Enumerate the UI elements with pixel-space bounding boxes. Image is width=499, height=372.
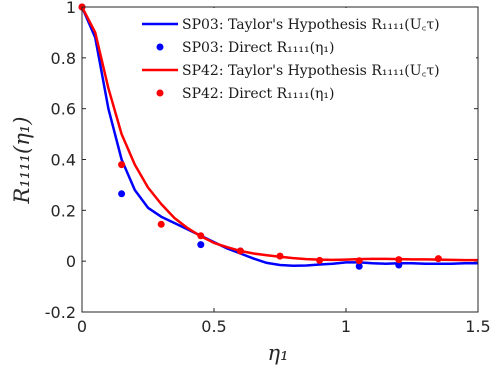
y-tick-label: 0.6 [51,100,76,119]
axis-ticks: 0 0.5 1 1.5-0.200.20.40.60.81 [45,0,491,336]
y-tick-label: -0.2 [45,303,76,322]
series-point-1 [118,190,126,198]
legend-marker-sp42 [156,89,164,97]
legend-label-sp03-direct: SP03: Direct R₁₁₁₁(η₁) [182,40,335,56]
plot-series [78,3,478,270]
y-tick-label: 0 [66,252,76,271]
series-point-3 [197,232,205,240]
series-point-3 [276,252,284,260]
series-point-3 [395,256,403,264]
x-tick-label: 1 [341,317,351,336]
y-axis-label: R₁₁₁₁(η₁) [10,117,34,205]
series-point-3 [157,220,165,228]
y-tick-label: 0.4 [51,151,76,170]
y-tick-label: 0.2 [51,201,76,220]
y-tick-label: 0.8 [51,49,76,68]
legend-label-sp42-direct: SP42: Direct R₁₁₁₁(η₁) [182,86,335,102]
x-tick-label: 1.5 [465,317,490,336]
series-point-3 [316,256,324,264]
x-tick-label: 0 [77,317,87,336]
legend-label-sp03-taylor: SP03: Taylor's Hypothesis R₁₁₁₁(U꜀τ) [182,17,440,33]
y-tick-label: 1 [66,0,76,17]
legend-box [138,8,476,100]
series-point-3 [118,161,126,169]
plot-frame [81,6,479,313]
series-line-0 [80,6,478,267]
series-point-3 [236,247,244,255]
series-point-3 [355,257,363,265]
series-point-1 [197,241,205,249]
legend-marker-sp03 [156,43,164,51]
legend: SP03: Taylor's Hypothesis R₁₁₁₁(U꜀τ) SP0… [138,8,476,102]
series-point-1 [395,261,403,269]
legend-label-sp42-taylor: SP42: Taylor's Hypothesis R₁₁₁₁(U꜀τ) [182,63,440,79]
series-point-3 [434,255,442,263]
x-tick-label: 0.5 [201,317,226,336]
series-point-1 [355,262,363,270]
x-axis-label: η₁ [268,341,289,365]
